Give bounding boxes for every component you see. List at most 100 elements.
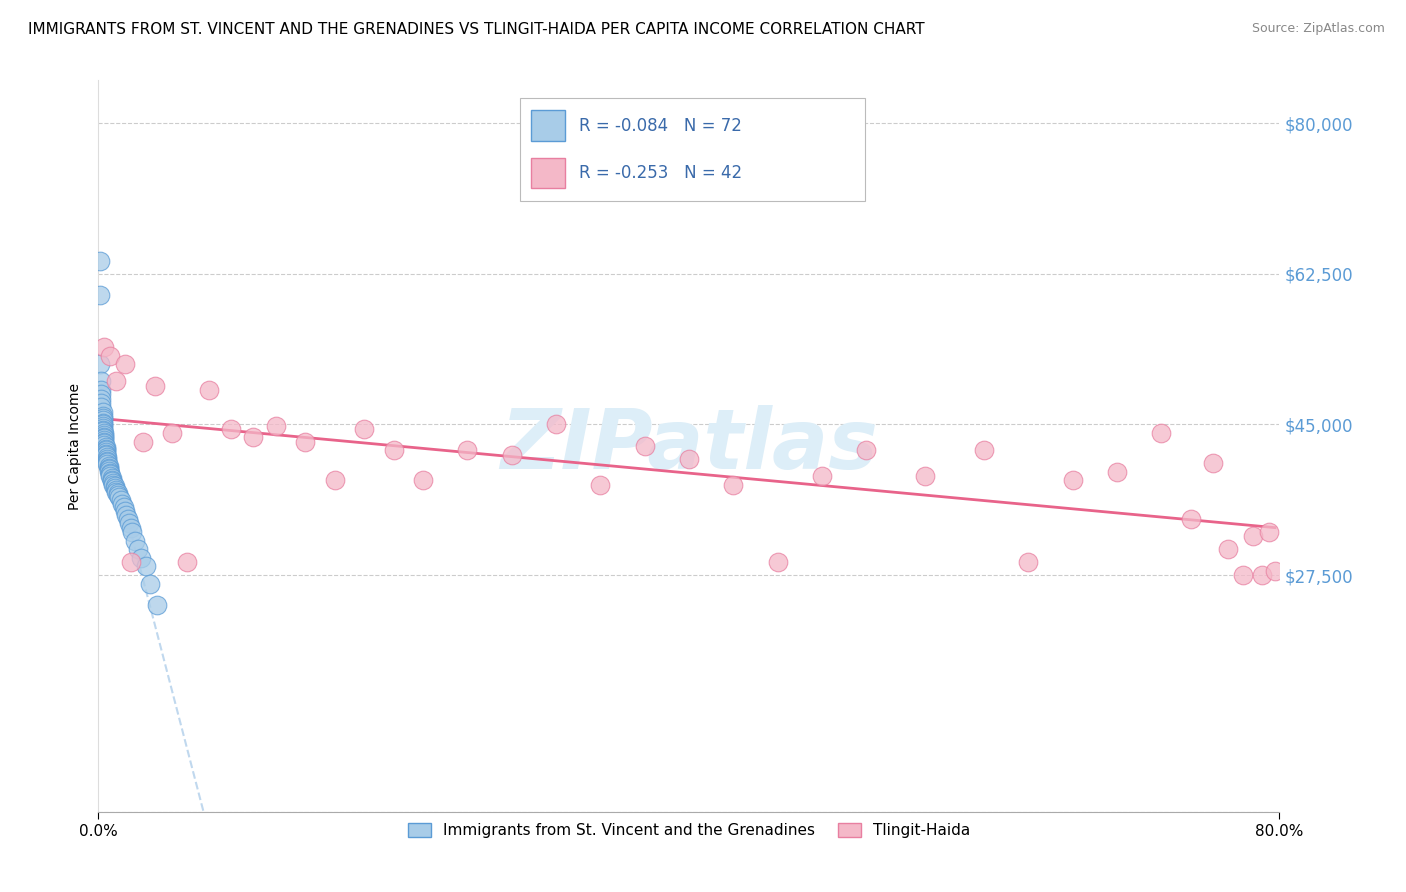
Point — [1241, 529, 1264, 543]
Point — [242, 430, 264, 444]
Point — [132, 434, 155, 449]
Point — [1107, 465, 1129, 479]
Point — [96, 453, 118, 467]
Point — [93, 434, 115, 449]
Point — [89, 254, 111, 268]
Y-axis label: Per Capita Income: Per Capita Income — [69, 383, 83, 509]
Point — [90, 387, 112, 401]
Point — [91, 425, 114, 439]
Point — [94, 443, 117, 458]
Point — [94, 442, 117, 456]
Point — [107, 486, 129, 500]
Point — [94, 447, 117, 461]
Point — [100, 475, 122, 489]
Point — [114, 357, 136, 371]
Point — [353, 422, 375, 436]
Point — [589, 477, 612, 491]
Legend: Immigrants from St. Vincent and the Grenadines, Tlingit-Haida: Immigrants from St. Vincent and the Gren… — [402, 817, 976, 845]
Point — [678, 451, 700, 466]
Point — [90, 383, 112, 397]
Point — [93, 438, 115, 452]
Point — [124, 533, 146, 548]
Point — [1180, 512, 1202, 526]
Point — [117, 512, 139, 526]
Point — [91, 423, 114, 437]
Point — [766, 555, 789, 569]
Point — [100, 471, 122, 485]
Point — [97, 458, 120, 473]
Point — [98, 469, 121, 483]
Point — [93, 436, 115, 450]
Point — [382, 443, 405, 458]
Point — [176, 555, 198, 569]
Point — [93, 429, 115, 443]
Point — [127, 542, 149, 557]
Point — [90, 401, 112, 415]
Point — [810, 469, 832, 483]
Point — [323, 474, 346, 488]
Point — [112, 500, 135, 514]
Point — [105, 484, 128, 499]
Point — [1216, 542, 1239, 557]
Point — [221, 422, 243, 436]
Point — [97, 464, 120, 478]
Point — [103, 477, 125, 491]
Point — [104, 479, 127, 493]
Point — [94, 449, 117, 463]
Point — [114, 503, 136, 517]
Point — [90, 392, 112, 406]
Point — [1062, 474, 1084, 488]
Point — [97, 460, 120, 475]
Point — [96, 451, 118, 466]
Point — [118, 516, 141, 531]
Point — [143, 378, 166, 392]
Point — [294, 434, 316, 449]
Point — [107, 488, 129, 502]
Point — [108, 490, 131, 504]
Point — [1258, 524, 1281, 539]
Point — [110, 493, 132, 508]
Point — [91, 417, 114, 432]
Point — [135, 559, 157, 574]
Point — [546, 417, 568, 432]
Point — [94, 440, 117, 454]
Point — [103, 475, 125, 490]
Point — [93, 427, 115, 442]
Point — [89, 288, 111, 302]
Point — [90, 396, 112, 410]
Point — [501, 448, 523, 462]
Point — [129, 550, 152, 565]
Text: R = -0.253   N = 42: R = -0.253 N = 42 — [579, 164, 742, 182]
Point — [146, 598, 169, 612]
Text: IMMIGRANTS FROM ST. VINCENT AND THE GRENADINES VS TLINGIT-HAIDA PER CAPITA INCOM: IMMIGRANTS FROM ST. VINCENT AND THE GREN… — [28, 22, 925, 37]
Point — [105, 375, 128, 389]
Point — [105, 483, 128, 497]
Point — [96, 457, 118, 471]
Point — [457, 443, 479, 458]
Point — [1250, 568, 1272, 582]
Point — [1202, 456, 1225, 470]
FancyBboxPatch shape — [520, 98, 865, 201]
Point — [97, 462, 120, 476]
Point — [264, 419, 287, 434]
Point — [93, 426, 115, 441]
Point — [94, 445, 117, 459]
Bar — [530, 111, 565, 141]
Point — [723, 477, 745, 491]
Point — [198, 383, 221, 397]
Point — [1018, 555, 1040, 569]
Point — [91, 404, 114, 418]
Text: R = -0.084   N = 72: R = -0.084 N = 72 — [579, 117, 741, 135]
Point — [91, 416, 114, 430]
Point — [914, 469, 936, 483]
Point — [139, 576, 162, 591]
Point — [89, 357, 111, 371]
Point — [120, 555, 142, 569]
Point — [96, 455, 118, 469]
Point — [96, 450, 118, 465]
Point — [90, 375, 112, 389]
Point — [111, 497, 134, 511]
Point — [91, 409, 114, 423]
Point — [98, 466, 121, 480]
Point — [98, 349, 121, 363]
